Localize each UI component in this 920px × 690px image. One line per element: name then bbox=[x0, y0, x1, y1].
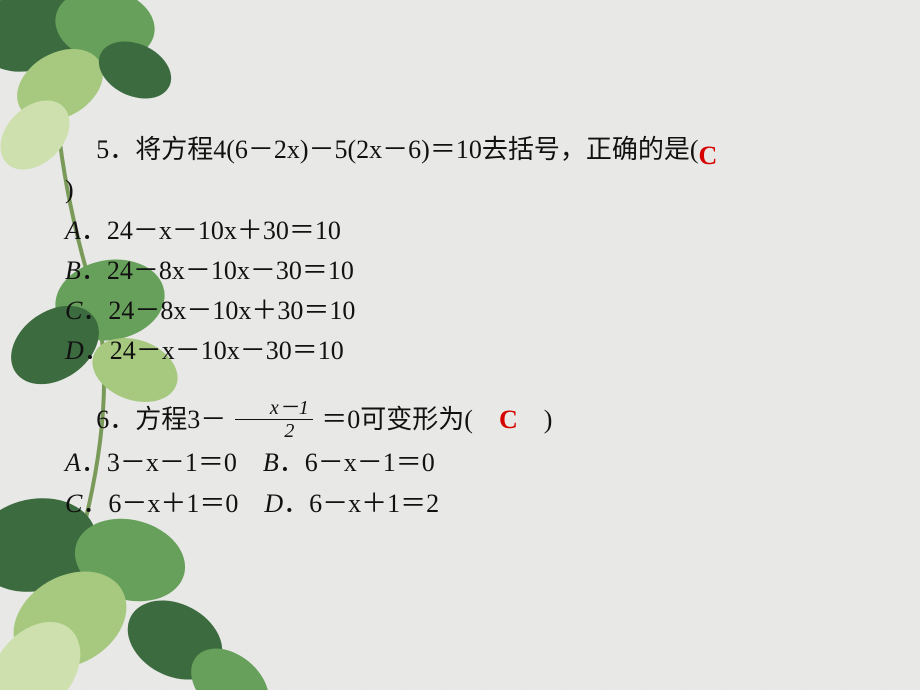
q6-stem-before: 6．方程3－ bbox=[96, 405, 233, 434]
q6-fraction: x－12 bbox=[235, 398, 313, 441]
q6-opt-B: B．6－x－1＝0 bbox=[263, 443, 435, 483]
q6-opt-C: C．6－x＋1＝0 bbox=[65, 484, 264, 524]
q6-opt-A: A．3－x－1＝0 bbox=[65, 443, 263, 483]
q5-stem-text: 5．将方程4(6－2x)－5(2x－6)＝10去括号，正确的是( bbox=[96, 135, 698, 164]
slide-content: 5．将方程4(6－2x)－5(2x－6)＝10去括号，正确的是(C ) A．24… bbox=[65, 130, 865, 524]
q5-opt-B: B．24－8x－10x－30＝10 bbox=[65, 251, 865, 291]
question-5: 5．将方程4(6－2x)－5(2x－6)＝10去括号，正确的是(C ) A．24… bbox=[65, 130, 865, 372]
q5-paren-close: ) bbox=[65, 170, 865, 210]
q5-opt-D: D．24－x－10x－30＝10 bbox=[65, 331, 865, 371]
q6-opt-D: D．6－x＋1＝2 bbox=[264, 484, 439, 524]
q6-answer: C bbox=[499, 405, 518, 434]
question-6: 6．方程3－ x－12 ＝0可变形为( C ) A．3－x－1＝0 B．6－x－… bbox=[65, 400, 865, 524]
q5-opt-A: A．24－x－10x＋30＝10 bbox=[65, 211, 865, 251]
q5-answer: C bbox=[698, 141, 717, 170]
q5-opt-C: C．24－8x－10x＋30＝10 bbox=[65, 291, 865, 331]
q6-stem-close: ) bbox=[518, 405, 553, 434]
q6-stem-after: ＝0可变形为( bbox=[315, 405, 499, 434]
